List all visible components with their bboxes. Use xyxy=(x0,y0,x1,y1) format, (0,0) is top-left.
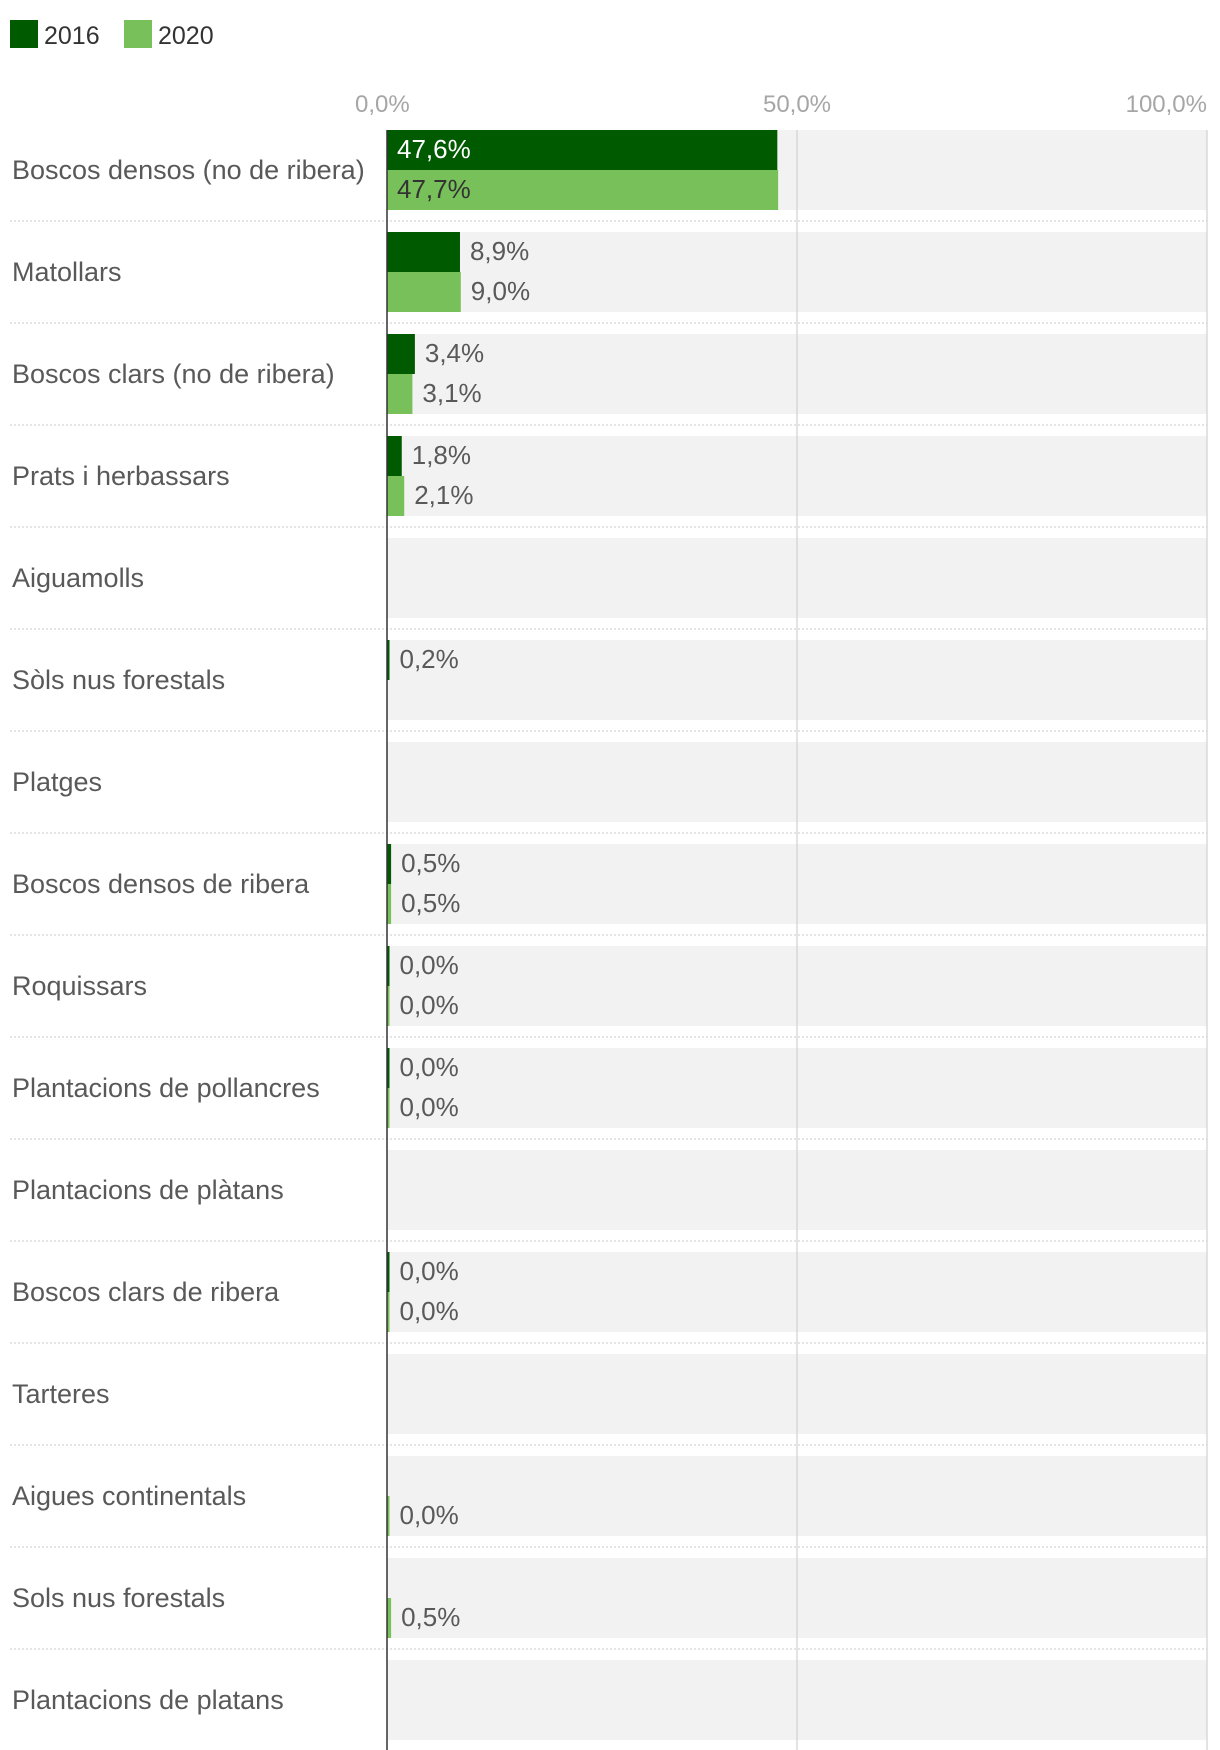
category-label: Prats i herbassars xyxy=(12,461,230,491)
value-label-2016: 8,9% xyxy=(470,236,529,266)
value-label-2020: 2,1% xyxy=(414,480,473,510)
value-label-2016: 0,0% xyxy=(400,950,459,980)
x-tick-label: 100,0% xyxy=(1126,91,1207,118)
bar-2020 xyxy=(387,374,413,414)
bar-2016 xyxy=(387,130,778,170)
value-label-2020: 0,0% xyxy=(400,1092,459,1122)
legend-swatch-2020 xyxy=(124,20,152,48)
x-axis-ticks: 0,0% 50,0% 100,0% xyxy=(355,91,1207,118)
category-label: Tarteres xyxy=(12,1379,110,1409)
value-label-2016: 0,2% xyxy=(400,644,459,674)
value-label-2020: 0,0% xyxy=(400,1500,459,1530)
category-label: Aiguamolls xyxy=(12,563,144,593)
bar-2016 xyxy=(387,1252,390,1292)
x-tick-label: 0,0% xyxy=(355,91,410,118)
chart-rows: Boscos densos (no de ribera) 47,6% 47,7% Ma… xyxy=(10,130,1208,1750)
category-label: Boscos clars (no de ribera) xyxy=(12,359,335,389)
value-label-2016: 0,0% xyxy=(400,1256,459,1286)
bar-2020 xyxy=(387,476,405,516)
category-label: Sols nus forestals xyxy=(12,1583,225,1613)
category-label: Boscos densos (no de ribera) xyxy=(12,155,365,185)
category-label: Sòls nus forestals xyxy=(12,665,225,695)
bar-2016 xyxy=(387,844,392,884)
bar-2020 xyxy=(387,1496,390,1536)
bar-2020 xyxy=(387,986,390,1026)
value-label-2020: 47,7% xyxy=(397,174,471,204)
category-label: Boscos clars de ribera xyxy=(12,1277,280,1307)
bar-2020 xyxy=(387,1088,390,1128)
category-label: Boscos densos de ribera xyxy=(12,869,310,899)
value-label-2020: 0,5% xyxy=(401,1602,460,1632)
value-label-2016: 0,0% xyxy=(400,1052,459,1082)
bar-2020 xyxy=(387,1598,392,1638)
category-label: Matollars xyxy=(12,257,122,287)
category-label: Plantacions de platans xyxy=(12,1685,284,1715)
bar-2020 xyxy=(387,1292,390,1332)
bar-2020 xyxy=(387,272,461,312)
value-label-2020: 0,0% xyxy=(400,1296,459,1326)
legend-label-2016: 2016 xyxy=(44,22,100,50)
value-label-2020: 3,1% xyxy=(422,378,481,408)
bar-2016 xyxy=(387,640,390,680)
value-label-2016: 1,8% xyxy=(412,440,471,470)
value-label-2020: 0,5% xyxy=(401,888,460,918)
category-label: Plantacions de pollancres xyxy=(12,1073,320,1103)
category-label: Roquissars xyxy=(12,971,147,1001)
legend-label-2020: 2020 xyxy=(158,22,214,50)
value-label-2016: 47,6% xyxy=(397,134,471,164)
bar-2020 xyxy=(387,170,779,210)
bar-2016 xyxy=(387,436,402,476)
bar-2020 xyxy=(387,884,392,924)
legend-swatch-2016 xyxy=(10,20,38,48)
value-label-2016: 0,5% xyxy=(401,848,460,878)
value-label-2016: 3,4% xyxy=(425,338,484,368)
bar-2016 xyxy=(387,334,415,374)
bar-2016 xyxy=(387,1048,390,1088)
category-label: Platges xyxy=(12,767,102,797)
bar-2016 xyxy=(387,232,460,272)
value-label-2020: 9,0% xyxy=(471,276,530,306)
legend: 2016 2020 xyxy=(10,20,214,50)
category-label: Plantacions de plàtans xyxy=(12,1175,284,1205)
value-label-2020: 0,0% xyxy=(400,990,459,1020)
bar-2016 xyxy=(387,946,390,986)
category-label: Aigues continentals xyxy=(12,1481,246,1511)
x-tick-label: 50,0% xyxy=(763,91,831,118)
